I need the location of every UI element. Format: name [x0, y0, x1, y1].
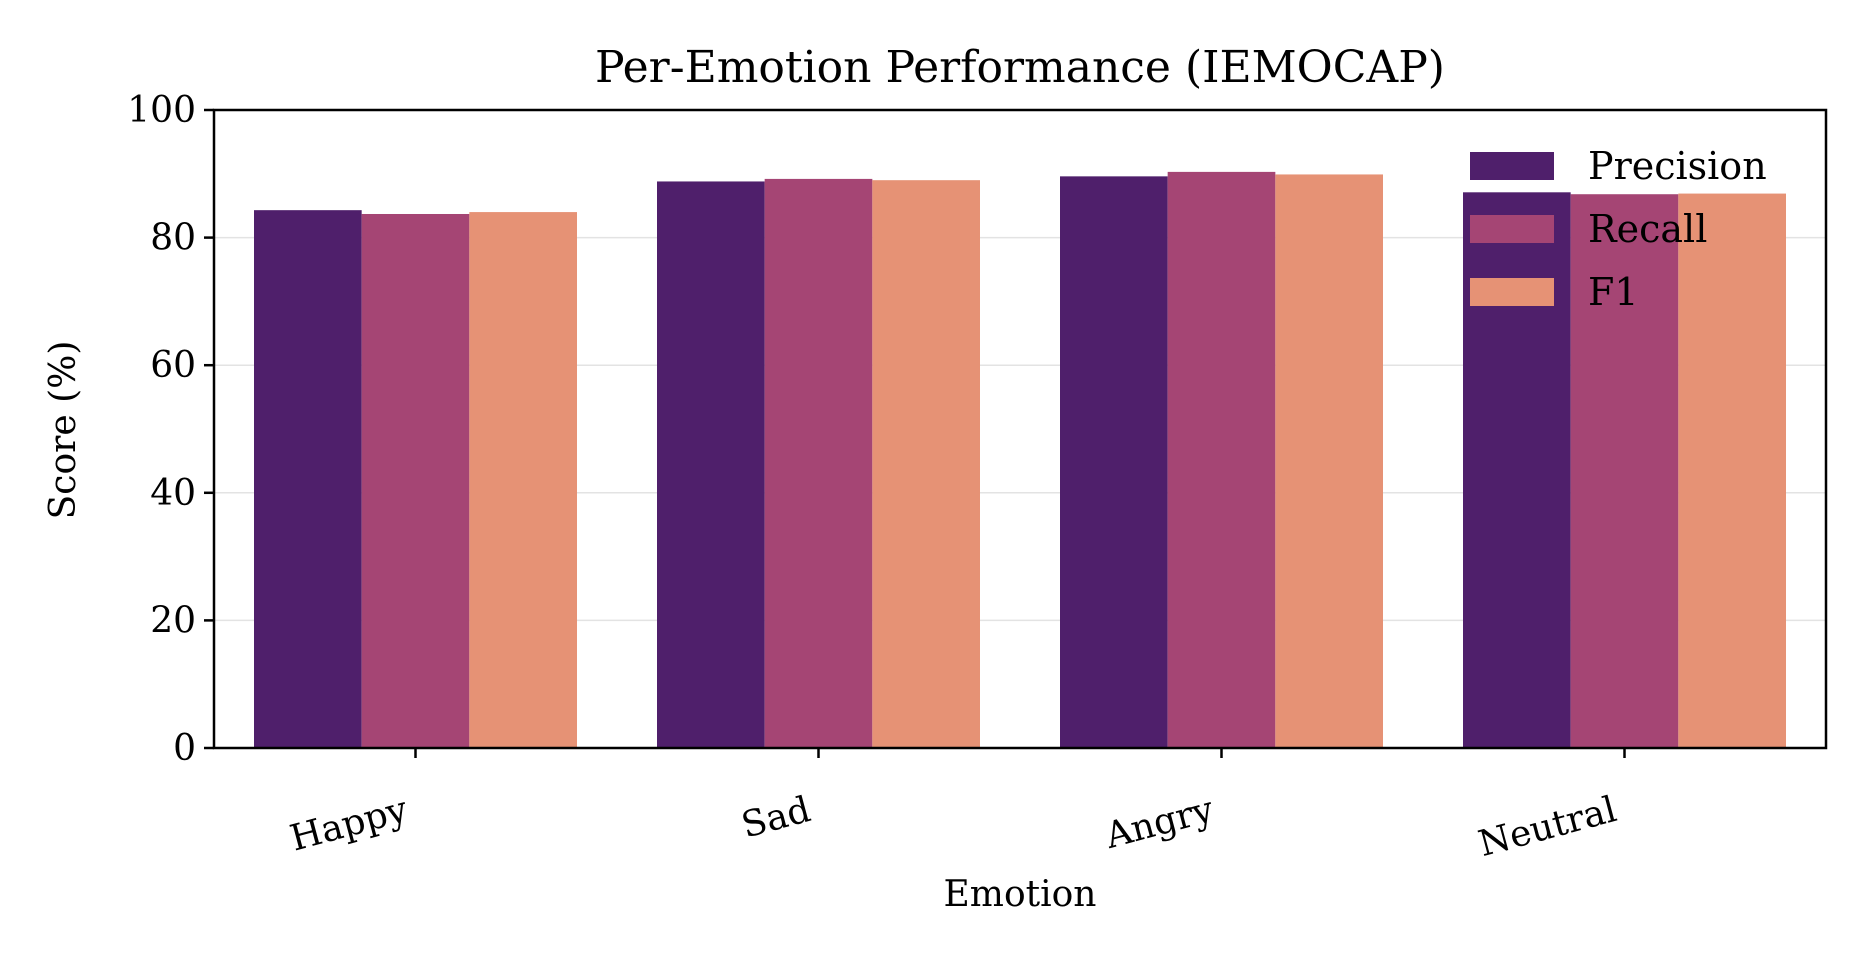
bar-f1-sad	[872, 180, 980, 748]
y-tick-label: 60	[150, 345, 196, 386]
y-tick-label: 20	[150, 600, 196, 641]
y-axis-title: Score (%)	[43, 341, 84, 520]
bar-recall-angry	[1167, 171, 1276, 749]
legend-swatch-precision	[1470, 152, 1554, 180]
y-tick-label: 0	[173, 728, 196, 769]
x-tick-label: Happy	[286, 789, 412, 860]
chart-title: Per-Emotion Performance (IEMOCAP)	[595, 42, 1445, 93]
bar-precision-sad	[657, 181, 765, 748]
bar-f1-happy	[469, 212, 577, 748]
bar-precision-angry	[1060, 176, 1168, 749]
plot-frame	[212, 108, 1828, 750]
bar-precision-happy	[254, 210, 362, 748]
legend-swatch-recall	[1470, 215, 1554, 243]
legend-swatch-f1	[1470, 278, 1554, 306]
y-tick-label: 80	[150, 218, 196, 259]
x-tick-label: Neutral	[1474, 789, 1620, 865]
bar-recall-sad	[764, 178, 873, 749]
bars	[254, 171, 1786, 749]
bar-f1-neutral	[1678, 193, 1786, 748]
legend-label-precision: Precision	[1588, 144, 1767, 188]
legend-label-recall: Recall	[1588, 207, 1707, 251]
x-tick-label: Angry	[1100, 789, 1218, 857]
x-axis-title: Emotion	[944, 874, 1097, 915]
legend-label-f1: F1	[1588, 270, 1639, 314]
legend: Precision Recall F1	[1470, 144, 1767, 314]
bar-f1-angry	[1275, 174, 1383, 749]
bar-recall-neutral	[1570, 194, 1679, 748]
y-tick-label: 100	[127, 90, 196, 131]
x-tick-label: Sad	[737, 789, 814, 847]
bar-recall-happy	[361, 213, 470, 748]
y-tick-label: 40	[150, 473, 196, 514]
bar-precision-neutral	[1463, 192, 1571, 748]
